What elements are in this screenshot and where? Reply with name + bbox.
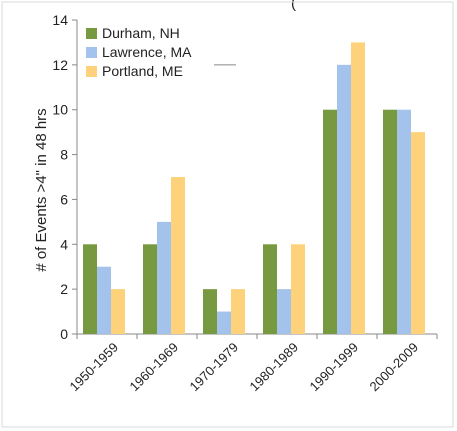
bar: [277, 289, 291, 334]
legend-swatch: [86, 28, 97, 39]
bar: [323, 109, 337, 334]
y-tick-label: 6: [60, 191, 68, 207]
x-tick-label: 1980-1989: [247, 340, 302, 395]
bar: [263, 244, 277, 334]
bar: [383, 109, 397, 334]
legend-label: Lawrence, MA: [102, 44, 192, 60]
y-tick-label: 2: [60, 281, 68, 297]
y-tick-label: 4: [60, 236, 68, 252]
legend-label: Portland, ME: [102, 63, 183, 79]
bar: [171, 177, 185, 334]
bar: [203, 289, 217, 334]
bar: [231, 289, 245, 334]
bar: [83, 244, 97, 334]
bar: [397, 109, 411, 334]
y-tick-label: 10: [52, 102, 68, 118]
x-tick-label: 1990-1999: [307, 340, 362, 395]
y-tick-label: 12: [52, 57, 68, 73]
bar: [97, 266, 111, 334]
x-tick-label: 1970-1979: [187, 340, 242, 395]
y-tick-label: 14: [52, 12, 68, 28]
legend-background: [83, 26, 243, 87]
bar: [337, 64, 351, 334]
bar: [157, 221, 171, 334]
bar: [291, 244, 305, 334]
x-tick-label: 1960-1969: [127, 340, 182, 395]
chart-title-fragment: (: [291, 0, 296, 12]
y-tick-label: 8: [60, 147, 68, 163]
legend-label: Durham, NH: [102, 25, 180, 41]
legend: Durham, NH Lawrence, MA Portland, ME: [83, 25, 243, 87]
y-tick-label: 0: [60, 326, 68, 342]
x-tick-label: 2000-2009: [367, 340, 422, 395]
x-tick-label: 1950-1959: [67, 340, 122, 395]
legend-swatch: [86, 66, 97, 77]
bar: [411, 132, 425, 334]
y-axis-title: # of Events >4" in 48 hrs: [33, 108, 50, 271]
bars: [83, 42, 425, 335]
bar: [217, 311, 231, 334]
bar: [351, 42, 365, 335]
bar: [111, 289, 125, 334]
bar: [143, 244, 157, 334]
legend-swatch: [86, 47, 97, 58]
